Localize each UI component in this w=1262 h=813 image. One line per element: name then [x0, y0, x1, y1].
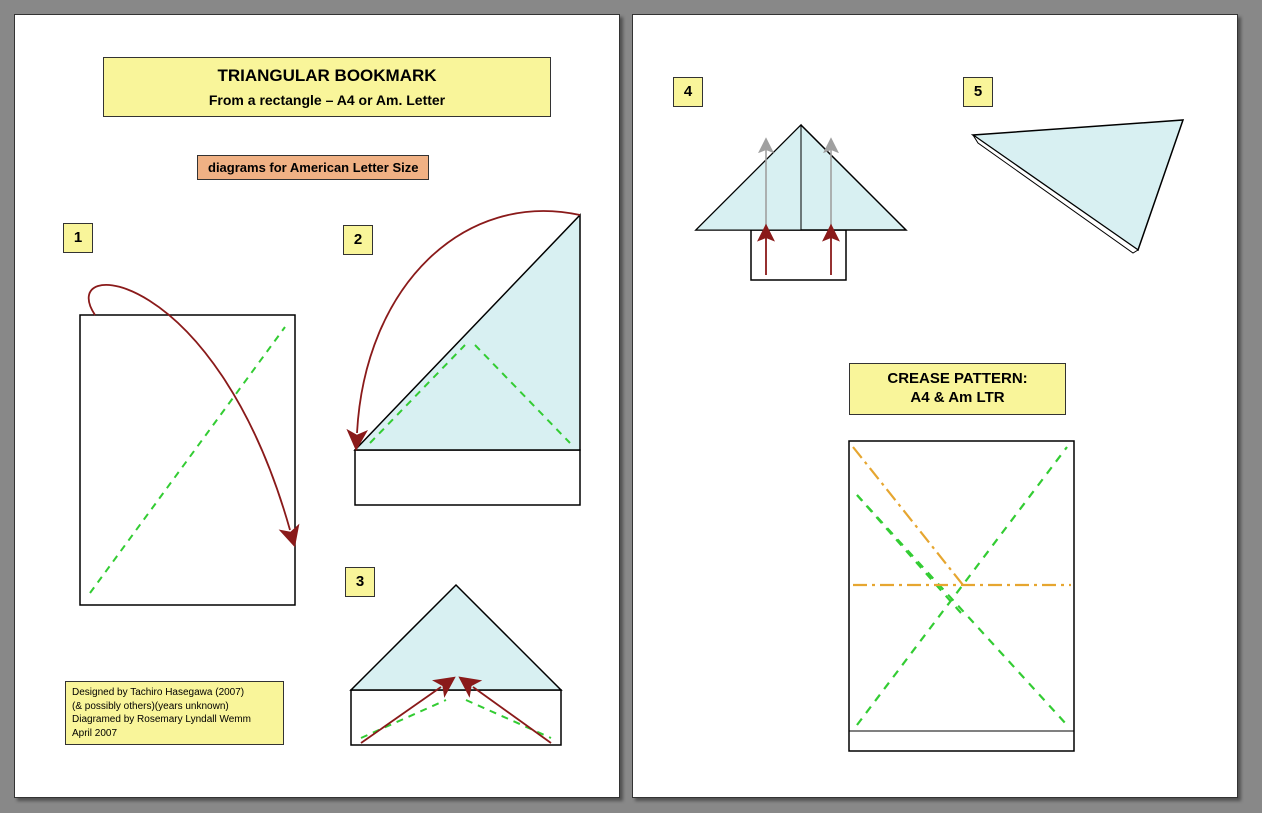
cp-title-l1: CREASE PATTERN:	[860, 370, 1055, 389]
crease-pattern-diagram	[843, 435, 1103, 775]
credits-l4: April 2007	[72, 727, 277, 741]
title-box: TRIANGULAR BOOKMARK From a rectangle – A…	[103, 57, 551, 117]
subtitle-text: diagrams for American Letter Size	[208, 160, 418, 175]
step-1-diagram	[65, 275, 305, 635]
title-line2: From a rectangle – A4 or Am. Letter	[114, 92, 540, 108]
page-left: TRIANGULAR BOOKMARK From a rectangle – A…	[14, 14, 620, 798]
step-5-label: 5	[963, 77, 993, 107]
step-5-diagram	[953, 105, 1213, 305]
subtitle-box: diagrams for American Letter Size	[197, 155, 429, 180]
credits-l3: Diagramed by Rosemary Lyndall Wemm	[72, 713, 277, 727]
title-line1: TRIANGULAR BOOKMARK	[114, 66, 540, 86]
crease-pattern-title: CREASE PATTERN: A4 & Am LTR	[849, 363, 1066, 415]
credits-l1: Designed by Tachiro Hasegawa (2007)	[72, 686, 277, 700]
step-4-diagram	[671, 95, 931, 315]
page-right: 4 5 CREASE PATTERN: A4 & Am LTR	[632, 14, 1238, 798]
step-1-label: 1	[63, 223, 93, 253]
credits-box: Designed by Tachiro Hasegawa (2007) (& p…	[65, 681, 284, 745]
step-3-diagram	[327, 575, 587, 785]
cp-title-l2: A4 & Am LTR	[860, 389, 1055, 408]
step-2-diagram	[345, 205, 605, 545]
credits-l2: (& possibly others)(years unknown)	[72, 700, 277, 714]
